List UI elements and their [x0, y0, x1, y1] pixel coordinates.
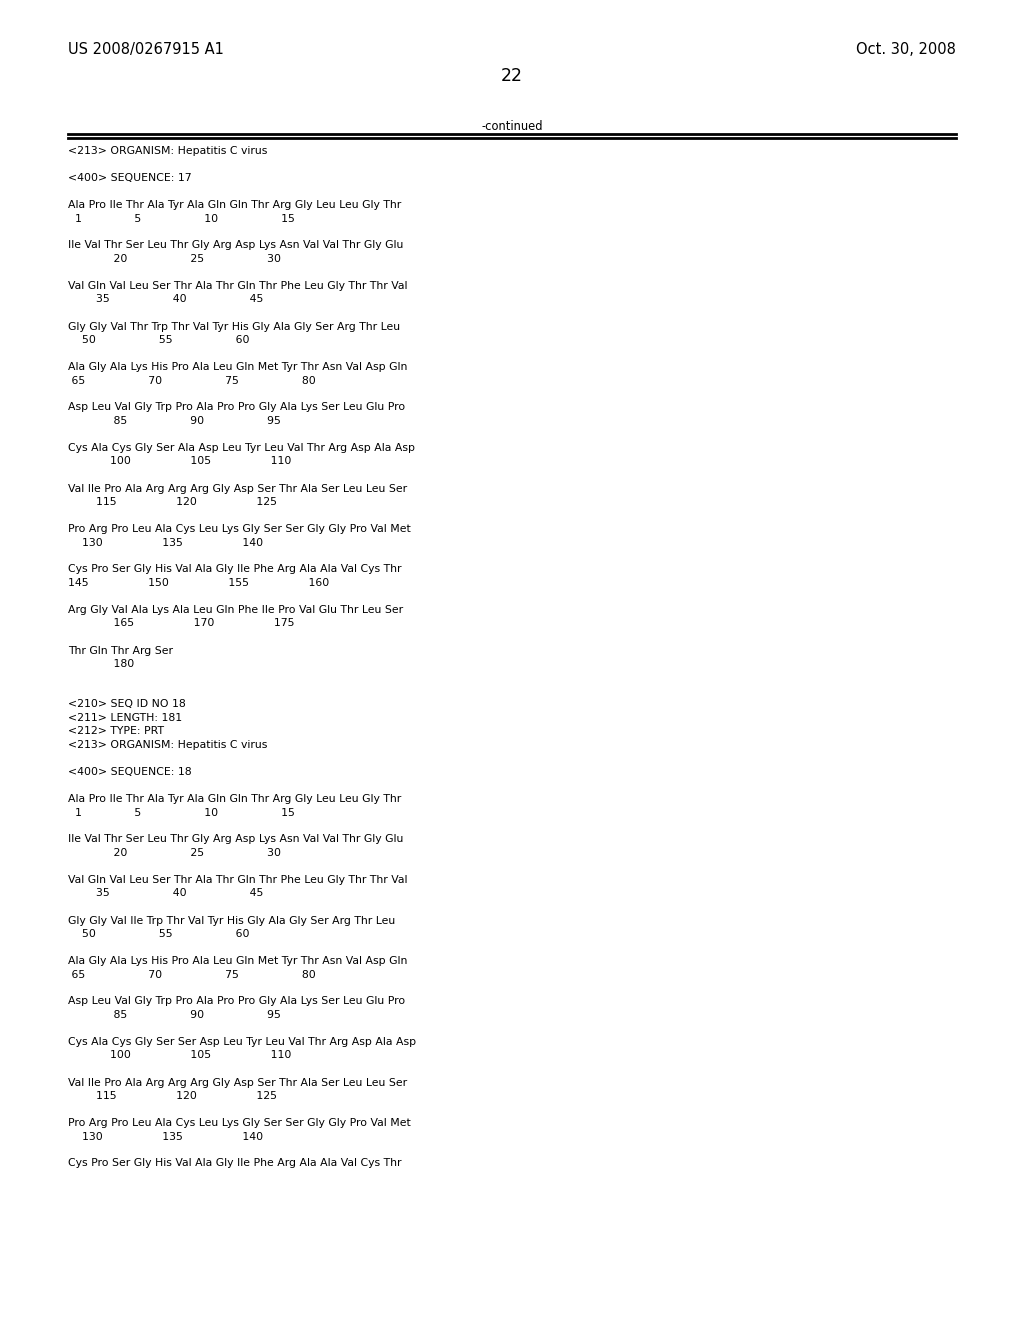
Text: 50                  55                  60: 50 55 60	[68, 335, 250, 345]
Text: Ala Pro Ile Thr Ala Tyr Ala Gln Gln Thr Arg Gly Leu Leu Gly Thr: Ala Pro Ile Thr Ala Tyr Ala Gln Gln Thr …	[68, 795, 401, 804]
Text: 35                  40                  45: 35 40 45	[68, 294, 263, 305]
Text: 20                  25                  30: 20 25 30	[68, 847, 281, 858]
Text: <211> LENGTH: 181: <211> LENGTH: 181	[68, 713, 182, 723]
Text: 22: 22	[501, 67, 523, 84]
Text: 50                  55                  60: 50 55 60	[68, 929, 250, 939]
Text: Ala Gly Ala Lys His Pro Ala Leu Gln Met Tyr Thr Asn Val Asp Gln: Ala Gly Ala Lys His Pro Ala Leu Gln Met …	[68, 956, 408, 966]
Text: Thr Gln Thr Arg Ser: Thr Gln Thr Arg Ser	[68, 645, 173, 656]
Text: <213> ORGANISM: Hepatitis C virus: <213> ORGANISM: Hepatitis C virus	[68, 147, 267, 156]
Text: Arg Gly Val Ala Lys Ala Leu Gln Phe Ile Pro Val Glu Thr Leu Ser: Arg Gly Val Ala Lys Ala Leu Gln Phe Ile …	[68, 605, 403, 615]
Text: 100                 105                 110: 100 105 110	[68, 457, 292, 466]
Text: 145                 150                 155                 160: 145 150 155 160	[68, 578, 330, 587]
Text: Cys Pro Ser Gly His Val Ala Gly Ile Phe Arg Ala Ala Val Cys Thr: Cys Pro Ser Gly His Val Ala Gly Ile Phe …	[68, 565, 401, 574]
Text: <213> ORGANISM: Hepatitis C virus: <213> ORGANISM: Hepatitis C virus	[68, 741, 267, 750]
Text: Gly Gly Val Ile Trp Thr Val Tyr His Gly Ala Gly Ser Arg Thr Leu: Gly Gly Val Ile Trp Thr Val Tyr His Gly …	[68, 916, 395, 925]
Text: 115                 120                 125: 115 120 125	[68, 498, 278, 507]
Text: Cys Pro Ser Gly His Val Ala Gly Ile Phe Arg Ala Ala Val Cys Thr: Cys Pro Ser Gly His Val Ala Gly Ile Phe …	[68, 1159, 401, 1168]
Text: Ile Val Thr Ser Leu Thr Gly Arg Asp Lys Asn Val Val Thr Gly Glu: Ile Val Thr Ser Leu Thr Gly Arg Asp Lys …	[68, 240, 403, 251]
Text: Ala Gly Ala Lys His Pro Ala Leu Gln Met Tyr Thr Asn Val Asp Gln: Ala Gly Ala Lys His Pro Ala Leu Gln Met …	[68, 362, 408, 372]
Text: <212> TYPE: PRT: <212> TYPE: PRT	[68, 726, 164, 737]
Text: Ile Val Thr Ser Leu Thr Gly Arg Asp Lys Asn Val Val Thr Gly Glu: Ile Val Thr Ser Leu Thr Gly Arg Asp Lys …	[68, 834, 403, 845]
Text: 180: 180	[68, 659, 134, 669]
Text: US 2008/0267915 A1: US 2008/0267915 A1	[68, 42, 224, 57]
Text: 165                 170                 175: 165 170 175	[68, 619, 295, 628]
Text: Val Ile Pro Ala Arg Arg Arg Gly Asp Ser Thr Ala Ser Leu Leu Ser: Val Ile Pro Ala Arg Arg Arg Gly Asp Ser …	[68, 1077, 408, 1088]
Text: Val Ile Pro Ala Arg Arg Arg Gly Asp Ser Thr Ala Ser Leu Leu Ser: Val Ile Pro Ala Arg Arg Arg Gly Asp Ser …	[68, 483, 408, 494]
Text: Cys Ala Cys Gly Ser Ser Asp Leu Tyr Leu Val Thr Arg Asp Ala Asp: Cys Ala Cys Gly Ser Ser Asp Leu Tyr Leu …	[68, 1038, 416, 1047]
Text: 115                 120                 125: 115 120 125	[68, 1092, 278, 1101]
Text: <400> SEQUENCE: 17: <400> SEQUENCE: 17	[68, 173, 191, 183]
Text: 65                  70                  75                  80: 65 70 75 80	[68, 969, 315, 979]
Text: Pro Arg Pro Leu Ala Cys Leu Lys Gly Ser Ser Gly Gly Pro Val Met: Pro Arg Pro Leu Ala Cys Leu Lys Gly Ser …	[68, 1118, 411, 1129]
Text: <400> SEQUENCE: 18: <400> SEQUENCE: 18	[68, 767, 191, 777]
Text: Oct. 30, 2008: Oct. 30, 2008	[856, 42, 956, 57]
Text: 35                  40                  45: 35 40 45	[68, 888, 263, 899]
Text: 20                  25                  30: 20 25 30	[68, 253, 281, 264]
Text: 100                 105                 110: 100 105 110	[68, 1051, 292, 1060]
Text: Cys Ala Cys Gly Ser Ala Asp Leu Tyr Leu Val Thr Arg Asp Ala Asp: Cys Ala Cys Gly Ser Ala Asp Leu Tyr Leu …	[68, 444, 415, 453]
Text: 130                 135                 140: 130 135 140	[68, 537, 263, 548]
Text: 85                  90                  95: 85 90 95	[68, 416, 281, 426]
Text: Pro Arg Pro Leu Ala Cys Leu Lys Gly Ser Ser Gly Gly Pro Val Met: Pro Arg Pro Leu Ala Cys Leu Lys Gly Ser …	[68, 524, 411, 535]
Text: Val Gln Val Leu Ser Thr Ala Thr Gln Thr Phe Leu Gly Thr Thr Val: Val Gln Val Leu Ser Thr Ala Thr Gln Thr …	[68, 875, 408, 884]
Text: 1               5                  10                  15: 1 5 10 15	[68, 214, 295, 223]
Text: Gly Gly Val Thr Trp Thr Val Tyr His Gly Ala Gly Ser Arg Thr Leu: Gly Gly Val Thr Trp Thr Val Tyr His Gly …	[68, 322, 400, 331]
Text: <210> SEQ ID NO 18: <210> SEQ ID NO 18	[68, 700, 185, 710]
Text: Asp Leu Val Gly Trp Pro Ala Pro Pro Gly Ala Lys Ser Leu Glu Pro: Asp Leu Val Gly Trp Pro Ala Pro Pro Gly …	[68, 997, 406, 1006]
Text: Val Gln Val Leu Ser Thr Ala Thr Gln Thr Phe Leu Gly Thr Thr Val: Val Gln Val Leu Ser Thr Ala Thr Gln Thr …	[68, 281, 408, 290]
Text: -continued: -continued	[481, 120, 543, 133]
Text: 1               5                  10                  15: 1 5 10 15	[68, 808, 295, 817]
Text: 130                 135                 140: 130 135 140	[68, 1131, 263, 1142]
Text: 65                  70                  75                  80: 65 70 75 80	[68, 375, 315, 385]
Text: Asp Leu Val Gly Trp Pro Ala Pro Pro Gly Ala Lys Ser Leu Glu Pro: Asp Leu Val Gly Trp Pro Ala Pro Pro Gly …	[68, 403, 406, 412]
Text: Ala Pro Ile Thr Ala Tyr Ala Gln Gln Thr Arg Gly Leu Leu Gly Thr: Ala Pro Ile Thr Ala Tyr Ala Gln Gln Thr …	[68, 201, 401, 210]
Text: 85                  90                  95: 85 90 95	[68, 1010, 281, 1020]
